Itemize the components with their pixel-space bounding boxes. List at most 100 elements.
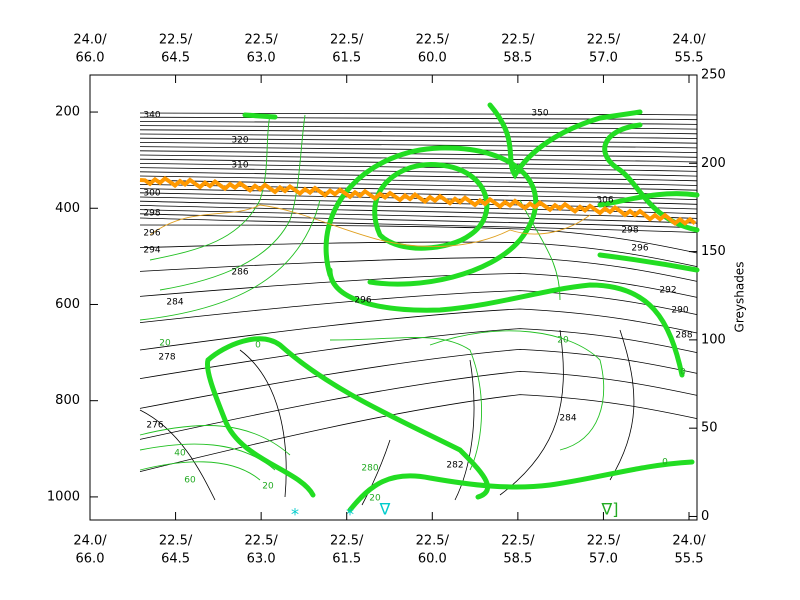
contour-label: 276 [146,421,163,431]
contour-label: 340 [143,111,160,121]
contour-label: 60 [184,476,196,486]
contour-label: 20 [369,494,381,504]
contour-line [597,252,700,273]
contour-line [149,204,591,248]
contour-label: 350 [531,109,548,119]
marker: * [346,505,354,524]
x-tick-lat: 22.5/ [330,33,364,48]
contour-line [139,199,321,321]
contour-line [139,137,698,144]
x-tick-lat: 22.5/ [587,33,621,48]
marker: * [291,505,299,524]
contour-label: 0 [680,368,686,378]
contour-line [149,114,271,261]
contour-line [139,213,698,229]
contour-line [139,205,698,219]
contour-label: 278 [158,353,175,363]
x-tick-label: 60.0 [418,552,447,567]
contour-line [499,329,564,496]
contour-line [139,171,698,182]
contour-label: 296 [631,244,648,254]
x-tick-lat: 24.0/ [672,33,706,48]
contour-line [139,121,698,125]
marker: ∇ [379,500,391,519]
y2-axis-label: Greyshades [733,262,747,333]
contour-line [329,337,482,471]
contour-label: 20 [159,339,171,349]
contour-label: 282 [446,461,463,471]
contour-line [139,125,698,130]
x-tick-label: 58.5 [503,51,532,66]
contour-label: 284 [559,414,576,424]
x-tick-lat: 24.0/ [73,33,107,48]
x-tick-lat: 22.5/ [416,33,450,48]
orange-line [139,175,697,226]
x-tick-label: 66.0 [76,552,105,567]
contour-line [139,241,698,267]
y-tick-label: 1000 [47,489,80,504]
contour-line [139,443,276,471]
contour-line [372,161,490,251]
contour-line [454,359,475,501]
contour-label: 0 [662,458,668,468]
y2-tick-label: 250 [701,68,726,83]
marker: ∇] [601,500,619,519]
y2-tick-label: 200 [701,156,726,171]
plot-frame [89,74,698,521]
contour-line [487,102,643,180]
y2-tick-label: 100 [701,332,726,347]
x-tick-lat: 22.5/ [244,33,278,48]
contour-label: 288 [675,331,692,341]
contour-line [139,217,698,233]
contour-line [239,349,287,498]
contour-label: 290 [671,306,688,316]
x-tick-lat: 22.5/ [244,534,278,549]
x-tick-label: 55.5 [675,552,704,567]
contour-line [139,409,216,501]
contour-label: 20 [557,336,569,346]
contour-label: 294 [143,246,160,256]
x-tick-label: 57.0 [589,552,618,567]
contour-label: 298 [143,209,160,219]
contour-label: 284 [166,298,183,308]
contour-line [139,175,698,186]
x-tick-label: 66.0 [76,51,105,66]
x-tick-lat: 24.0/ [672,534,706,549]
contour-line [139,348,698,409]
contour-line [327,267,685,378]
contour-line [242,112,278,120]
y2-tick-label: 50 [701,421,718,436]
contour-label: 320 [231,136,248,146]
x-tick-label: 63.0 [247,552,276,567]
contour-line [597,191,700,208]
contour-line [361,439,391,506]
x-tick-label: 64.5 [161,51,190,66]
x-tick-label: 63.0 [247,51,276,66]
contour-label: 296 [143,229,160,239]
contour-label: 40 [174,449,186,459]
x-tick-label: 55.5 [675,51,704,66]
contour-line [139,370,698,440]
contour-line [139,167,698,177]
x-tick-label: 60.0 [418,51,447,66]
x-tick-label: 61.5 [332,51,361,66]
y-tick-label: 400 [55,201,80,216]
contour-line [139,461,261,481]
contour-line [139,290,698,323]
contour-line [204,336,491,500]
contour-line [139,224,698,254]
y2-tick-label: 0 [701,509,709,524]
contour-label: 296 [354,296,371,306]
contour-label: 286 [231,268,248,278]
contour-label: 0 [255,341,261,351]
x-tick-label: 58.5 [503,552,532,567]
contour-line [139,272,698,298]
x-tick-lat: 22.5/ [587,534,621,549]
y-tick-label: 200 [55,105,80,120]
contour-line [139,328,698,379]
contour-label: 280 [361,464,378,474]
contour-label: 310 [231,161,248,171]
y-tick-label: 600 [55,297,80,312]
x-tick-lat: 22.5/ [159,33,193,48]
